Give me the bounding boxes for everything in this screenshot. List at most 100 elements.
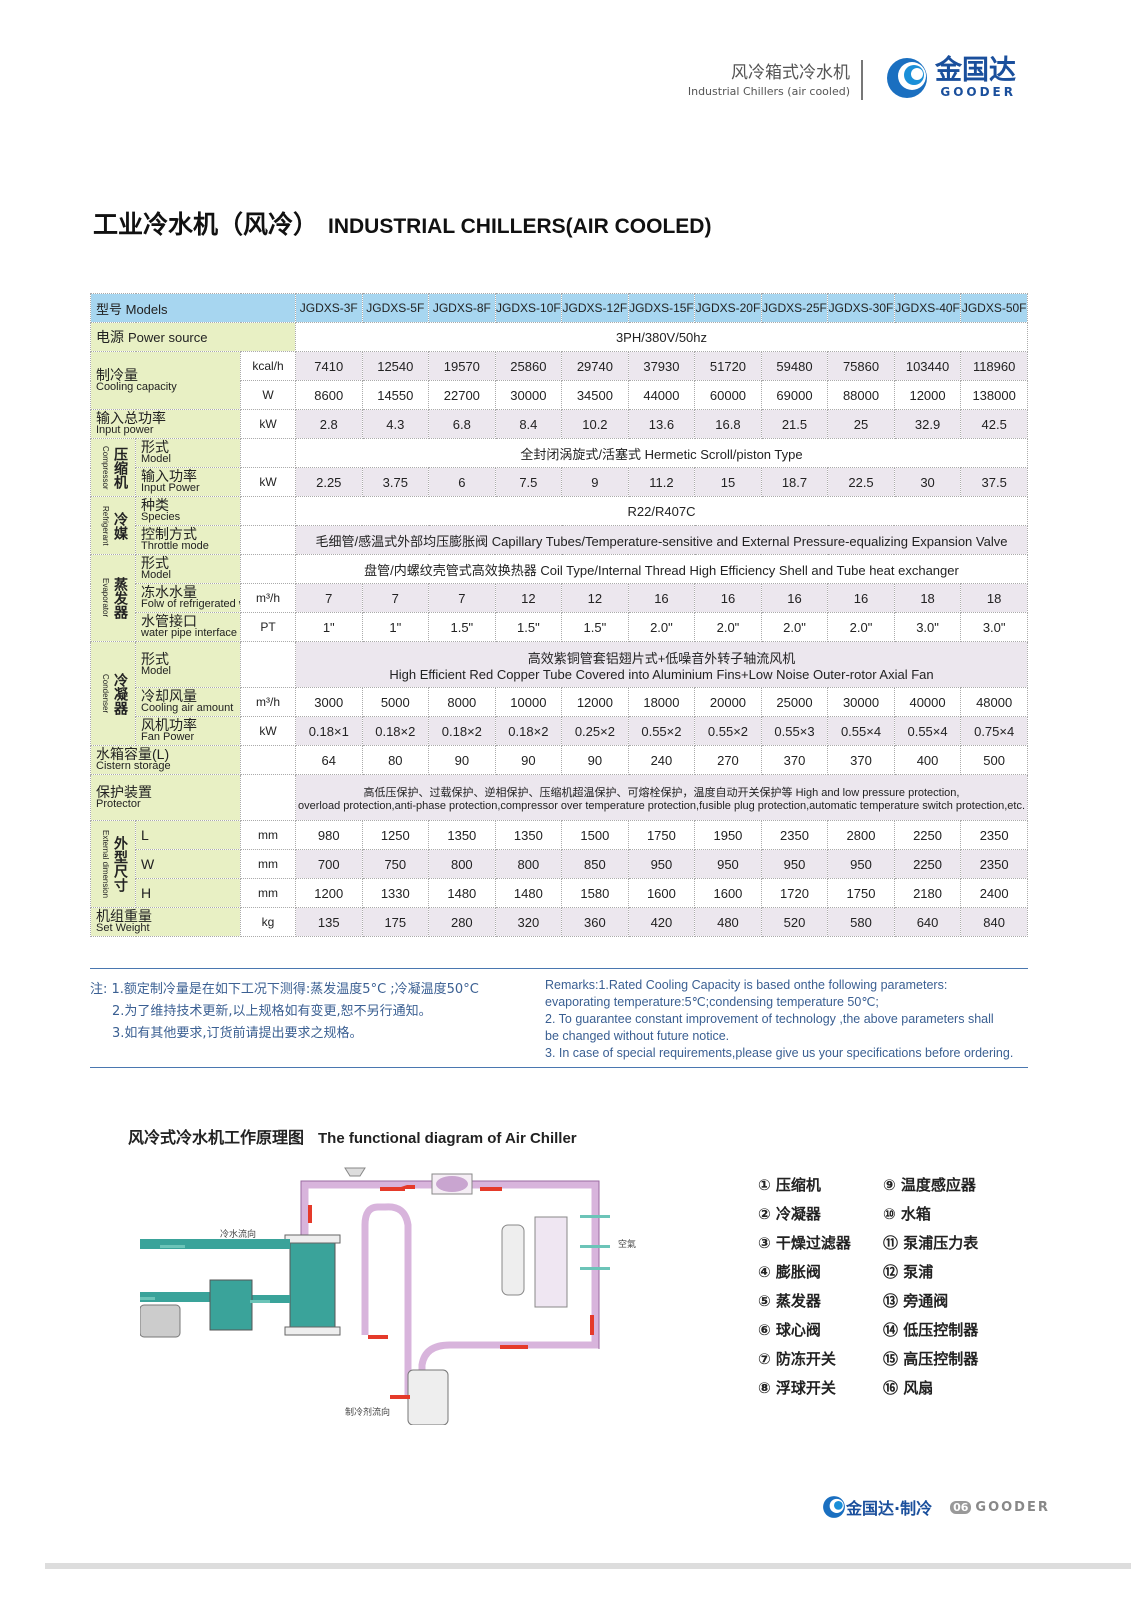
table-row: 输入功率 Input Power kW 2.25 3.75 6 7.5 9 11.2 15 18.7… (91, 467, 1028, 497)
unit-cell (240, 438, 296, 468)
value-cell: 12540 (361, 351, 430, 381)
label-en: Folw of refrigerated water (141, 598, 240, 610)
value-cell: 950 (627, 849, 696, 879)
unit-cell: mm (240, 878, 296, 908)
value-cell: 0.55×2 (627, 716, 696, 746)
label-en: Protector (96, 797, 141, 810)
value-cell: 16 (627, 583, 696, 613)
label-cn: 机组重量 (96, 908, 152, 924)
value-cell: 25000 (760, 687, 829, 717)
model-header: JGDXS-30F (827, 293, 895, 323)
value-cell: 950 (760, 849, 829, 879)
value-cell: 850 (561, 849, 629, 879)
label-en: Cistern storage (96, 760, 171, 772)
model-header: JGDXS-40F (893, 293, 962, 323)
value-cell: 1.5" (561, 612, 629, 642)
value-cell: 0.55×3 (760, 716, 829, 746)
table-row: 水管接口 water pipe interface PT 1" 1" 1.5" 1.5" 1.… (91, 612, 1028, 642)
value-cell: 30000 (827, 687, 895, 717)
model-header: JGDXS-8F (428, 293, 496, 323)
remarks: 注: 1.额定制冷量是在如下工况下测得:蒸发温度5°C ;冷凝温度50°C 2.为… (90, 968, 1028, 1068)
divider (861, 60, 863, 100)
value-cell: 34500 (561, 380, 629, 410)
value-cell: 135 (295, 907, 363, 937)
value-cell: 5000 (361, 687, 430, 717)
value-cell: 90 (494, 745, 563, 775)
refrigerant-flow-label: 制冷剂流向 (345, 1406, 390, 1418)
value-cell: 2.0" (694, 612, 762, 642)
row-label: 种类 Species (135, 496, 241, 526)
span-cell: R22/R407C (295, 496, 1028, 526)
label-cn: 种类 (141, 497, 169, 513)
unit-cell (240, 774, 296, 821)
diagram-title-en: The functional diagram of Air Chiller (318, 1130, 577, 1147)
value-cell: 44000 (627, 380, 696, 410)
fan-icon (501, 1224, 525, 1296)
value-cell: 980 (295, 820, 363, 850)
group-label: Compressor 压缩机 (90, 438, 136, 497)
footer: 金国达·制冷 06 GOODER (822, 1495, 1050, 1519)
label-en: Model (141, 569, 171, 581)
group-cn: 蒸发器 (113, 577, 129, 619)
value-cell: 6 (428, 467, 496, 497)
value-cell: 6.8 (428, 409, 496, 439)
label-cn: 形式 (141, 650, 169, 667)
group-en: Evaporator (101, 578, 110, 618)
group-cn: 冷凝器 (113, 672, 129, 715)
label-cn: 形式 (141, 555, 169, 571)
value-cell: 18 (893, 583, 962, 613)
unit-cell: W (240, 380, 296, 410)
note-cn: 注: 1.额定制冷量是在如下工况下测得:蒸发温度5°C ;冷凝温度50°C (90, 982, 479, 997)
row-label: 冷却风量 Cooling air amount (135, 687, 241, 717)
note-en: 2. To guarantee constant improvement of … (545, 1012, 994, 1026)
label-en: Input Power (141, 482, 200, 494)
legend-item: ⑭ 低压控制器 (883, 1321, 979, 1339)
value-cell: 8000 (428, 687, 496, 717)
table-row: 输入总功率 Input power kW 2.8 4.3 6.8 8.4 10.2 13.6 16… (90, 409, 1028, 439)
value-cell: 1600 (694, 878, 762, 908)
span-cell: 3PH/380V/50hz (295, 322, 1028, 352)
value-cell: 1750 (627, 820, 696, 850)
legend-item: ⑧ 浮球开关 (758, 1379, 836, 1397)
span-text-2: overload protection,anti-phase protectio… (298, 799, 1025, 812)
page-number: 06 (950, 1500, 972, 1514)
unit-cell: PT (240, 612, 296, 642)
span-cell: 毛细管/感温式外部均压膨胀阀 Capillary Tubes/Temperatu… (295, 525, 1028, 555)
value-cell: 90 (561, 745, 629, 775)
title-en: INDUSTRIAL CHILLERS(AIR COOLED) (328, 215, 712, 238)
model-header: JGDXS-15F (627, 293, 696, 323)
value-cell: 12 (494, 583, 563, 613)
group-label: Condenser 冷凝器 (90, 641, 136, 746)
value-cell: 1330 (361, 878, 430, 908)
label-cn: 冻水水量 (141, 584, 197, 600)
value-cell: 1" (295, 612, 363, 642)
value-cell: 118960 (960, 351, 1028, 381)
value-cell: 0.25×2 (561, 716, 629, 746)
value-cell: 270 (694, 745, 762, 775)
table-row: Refrigerant 冷媒 种类 Species R22/R407C (90, 496, 1028, 555)
unit-cell (240, 496, 296, 526)
table-header-row: 型号 Models JGDXS-3F JGDXS-5F JGDXS-8F JGDXS-1… (90, 293, 1028, 323)
note-en: Remarks:1.Rated Cooling Capacity is base… (545, 978, 948, 992)
value-cell: 69000 (760, 380, 829, 410)
models-label: 型号 Models (90, 293, 296, 323)
legend-item: ⑫ 泵浦 (883, 1263, 934, 1281)
label-cn: 水箱容量(L) (96, 746, 170, 762)
value-cell: 1.5" (428, 612, 496, 642)
value-cell: 1480 (494, 878, 563, 908)
value-cell: 42.5 (960, 409, 1028, 439)
compressor (407, 1369, 449, 1425)
value-cell: 175 (361, 907, 430, 937)
value-cell: 480 (694, 907, 762, 937)
value-cell: 22700 (428, 380, 496, 410)
group-en: Compressor (101, 445, 110, 490)
value-cell: 21.5 (760, 409, 829, 439)
page-title: 工业冷水机（风冷） INDUSTRIAL CHILLERS(AIR COOLED) (93, 205, 711, 241)
spec-table: 型号 Models JGDXS-3F JGDXS-5F JGDXS-8F JGDXS-1… (90, 293, 1028, 937)
table-row: 保护装置 Protector 高低压保护、过载保护、逆相保护、压缩机超温保护、可熔栓… (90, 774, 1028, 821)
value-cell: 2.0" (760, 612, 829, 642)
value-cell: 64 (295, 745, 363, 775)
